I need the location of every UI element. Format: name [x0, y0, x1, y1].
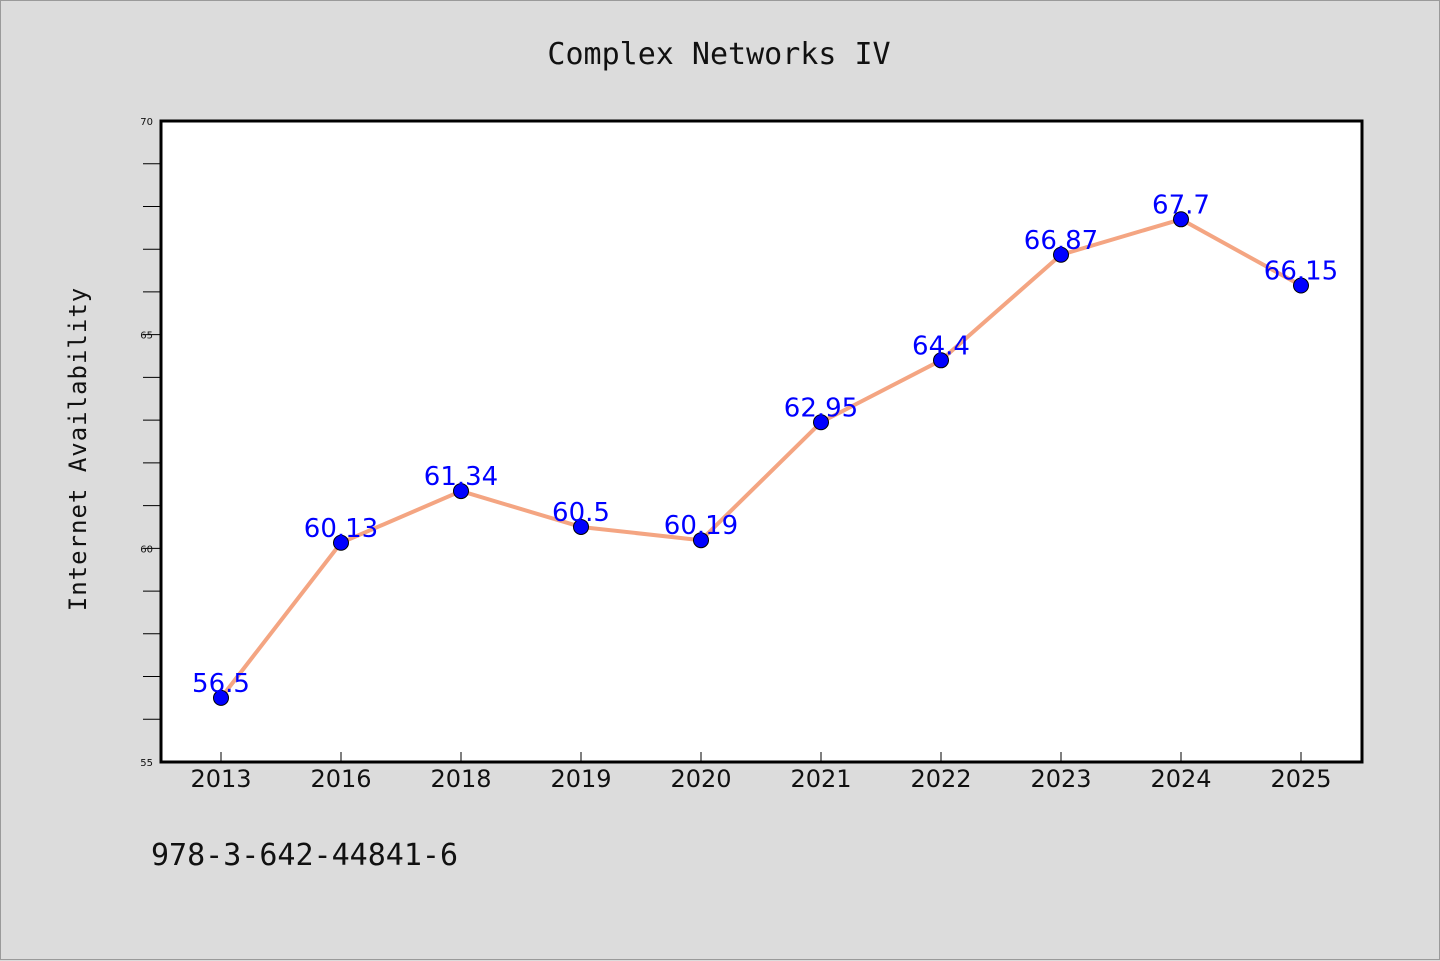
data-label: 60.13 [304, 514, 378, 544]
x-axis: 2013 2016 2018 2019 2020 2021 2022 2023 2024 2025 [190, 752, 1332, 793]
y-axis: 55 60 65 70 [140, 117, 161, 769]
data-label: 66.15 [1264, 257, 1338, 287]
data-point-marker [693, 532, 709, 549]
data-label: 60.19 [664, 511, 738, 541]
data-point-marker [813, 414, 829, 431]
data-label: 56.5 [192, 669, 250, 699]
series-line [219, 217, 1303, 700]
data-label: 61.34 [424, 462, 498, 492]
x-tick-label: 2016 [310, 765, 371, 793]
y-tick-label: 70 [140, 117, 153, 128]
data-point-marker [1293, 277, 1309, 294]
data-point-marker [933, 352, 949, 369]
data-point-marker [213, 689, 229, 706]
data-label: 66.87 [1024, 226, 1098, 256]
x-tick-label: 2018 [430, 765, 491, 793]
data-label: 67.7 [1152, 190, 1210, 220]
y-tick-label: 60 [140, 544, 153, 555]
x-tick-label: 2019 [550, 765, 611, 793]
data-point-marker [1173, 211, 1189, 228]
data-label: 62.95 [784, 393, 858, 423]
isbn-footer: 978-3-642-44841-6 [151, 838, 458, 873]
x-tick-label: 2020 [670, 765, 731, 793]
data-point-marker [1053, 246, 1069, 263]
x-tick-label: 2021 [790, 765, 851, 793]
x-tick-label: 2025 [1270, 765, 1331, 793]
x-tick-label: 2013 [190, 765, 251, 793]
y-tick-label: 65 [140, 331, 153, 342]
x-tick-label: 2022 [910, 765, 971, 793]
data-point-marker [573, 518, 589, 535]
y-axis-label: Internet Availability [64, 287, 92, 611]
y-tick-label: 55 [140, 758, 153, 769]
x-tick-label: 2023 [1030, 765, 1091, 793]
data-point-marker [453, 483, 469, 500]
data-label: 64.4 [912, 331, 970, 361]
chart-title: Complex Networks IV [547, 37, 890, 72]
data-point-marker [333, 534, 349, 551]
plot-area [159, 119, 1364, 764]
data-label: 60.5 [552, 498, 610, 528]
series-layer: 56.5 60.13 61.34 60.5 60.19 62.95 64.4 66.87 67.… [192, 190, 1338, 706]
x-tick-label: 2024 [1150, 765, 1211, 793]
